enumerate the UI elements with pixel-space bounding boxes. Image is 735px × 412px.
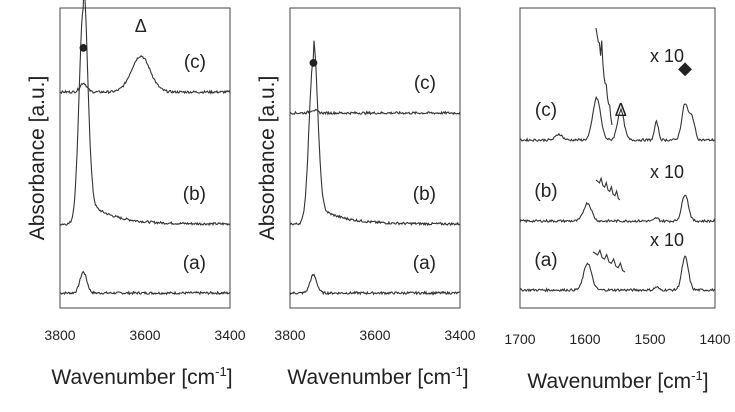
triangle-marker: Δ	[135, 16, 147, 36]
x-tick-label: 3800	[44, 327, 75, 343]
series-label: (c)	[414, 73, 436, 94]
magnified-trace	[595, 27, 613, 126]
series-label: (a)	[534, 250, 557, 271]
series-label: (b)	[183, 184, 206, 205]
magnification-label: x 10	[650, 162, 684, 182]
series-label: (c)	[535, 100, 557, 121]
magnification-label: x 10	[650, 46, 684, 66]
panel-middle-ticks: 3800 3600 3400	[274, 327, 475, 343]
spectrum-1	[519, 194, 716, 224]
triangle-marker: Δ	[615, 100, 627, 120]
panel-right-ticks: 1700 1600 1500 1400	[504, 331, 730, 347]
series-label: (c)	[184, 52, 206, 73]
panel-left-frame	[59, 7, 231, 309]
x-tick-label: 1400	[699, 331, 730, 347]
panel-middle-xlabel: Wavenumber [cm-1]	[287, 364, 468, 389]
spectrum-1	[289, 40, 461, 227]
spectrum-1	[59, 0, 231, 227]
panel-right-xlabel: Wavenumber [cm-1]	[527, 368, 708, 393]
panel-left: Absorbance [a.u.] Wavenumber [cm-1] (a)(…	[26, 0, 246, 389]
series-label: (b)	[534, 181, 557, 202]
panel-middle-ylabel: Absorbance [a.u.]	[256, 76, 279, 241]
series-label: (b)	[413, 184, 436, 205]
panel-middle: Absorbance [a.u.] Wavenumber [cm-1] (a)(…	[256, 7, 476, 389]
diamond-marker: ◆	[678, 58, 692, 78]
x-tick-label: 3400	[214, 327, 245, 343]
spectrum-2	[519, 95, 716, 143]
x-tick-label: 3600	[129, 327, 160, 343]
magnified-trace	[595, 176, 621, 201]
panel-right: Wavenumber [cm-1] (a) (b) (c) x 10 x 10 x 10 Δ…	[504, 7, 731, 393]
x-tick-label: 1600	[569, 331, 600, 347]
x-tick-label: 1700	[504, 331, 535, 347]
x-tick-label: 1500	[634, 331, 665, 347]
series-label: (a)	[413, 253, 436, 274]
panel-left-ylabel: Absorbance [a.u.]	[26, 76, 49, 241]
panel-right-frame	[519, 7, 716, 309]
spectrum-2	[289, 108, 461, 116]
dot-marker: ●	[308, 52, 319, 72]
panel-right-spectra: (a) (b) (c) x 10 x 10 x 10 Δ ◆	[519, 27, 716, 293]
panel-left-spectra: (a) (b) (c) ● Δ	[59, 0, 231, 296]
series-label: (a)	[183, 253, 206, 274]
dot-marker: ●	[78, 37, 89, 57]
spectrum-2	[59, 54, 231, 95]
magnification-label: x 10	[650, 230, 684, 250]
panel-left-ticks: 3800 3600 3400	[44, 327, 245, 343]
x-tick-label: 3400	[444, 327, 475, 343]
panel-left-xlabel: Wavenumber [cm-1]	[51, 364, 232, 389]
spectrum-0	[289, 273, 461, 296]
spectrum-0	[519, 255, 716, 293]
panel-middle-frame	[289, 7, 461, 309]
panel-middle-spectra: (a) (b) (c) ●	[289, 40, 461, 296]
spectrum-0	[59, 270, 231, 296]
magnified-trace	[592, 248, 626, 273]
x-tick-label: 3600	[359, 327, 390, 343]
x-tick-label: 3800	[274, 327, 305, 343]
